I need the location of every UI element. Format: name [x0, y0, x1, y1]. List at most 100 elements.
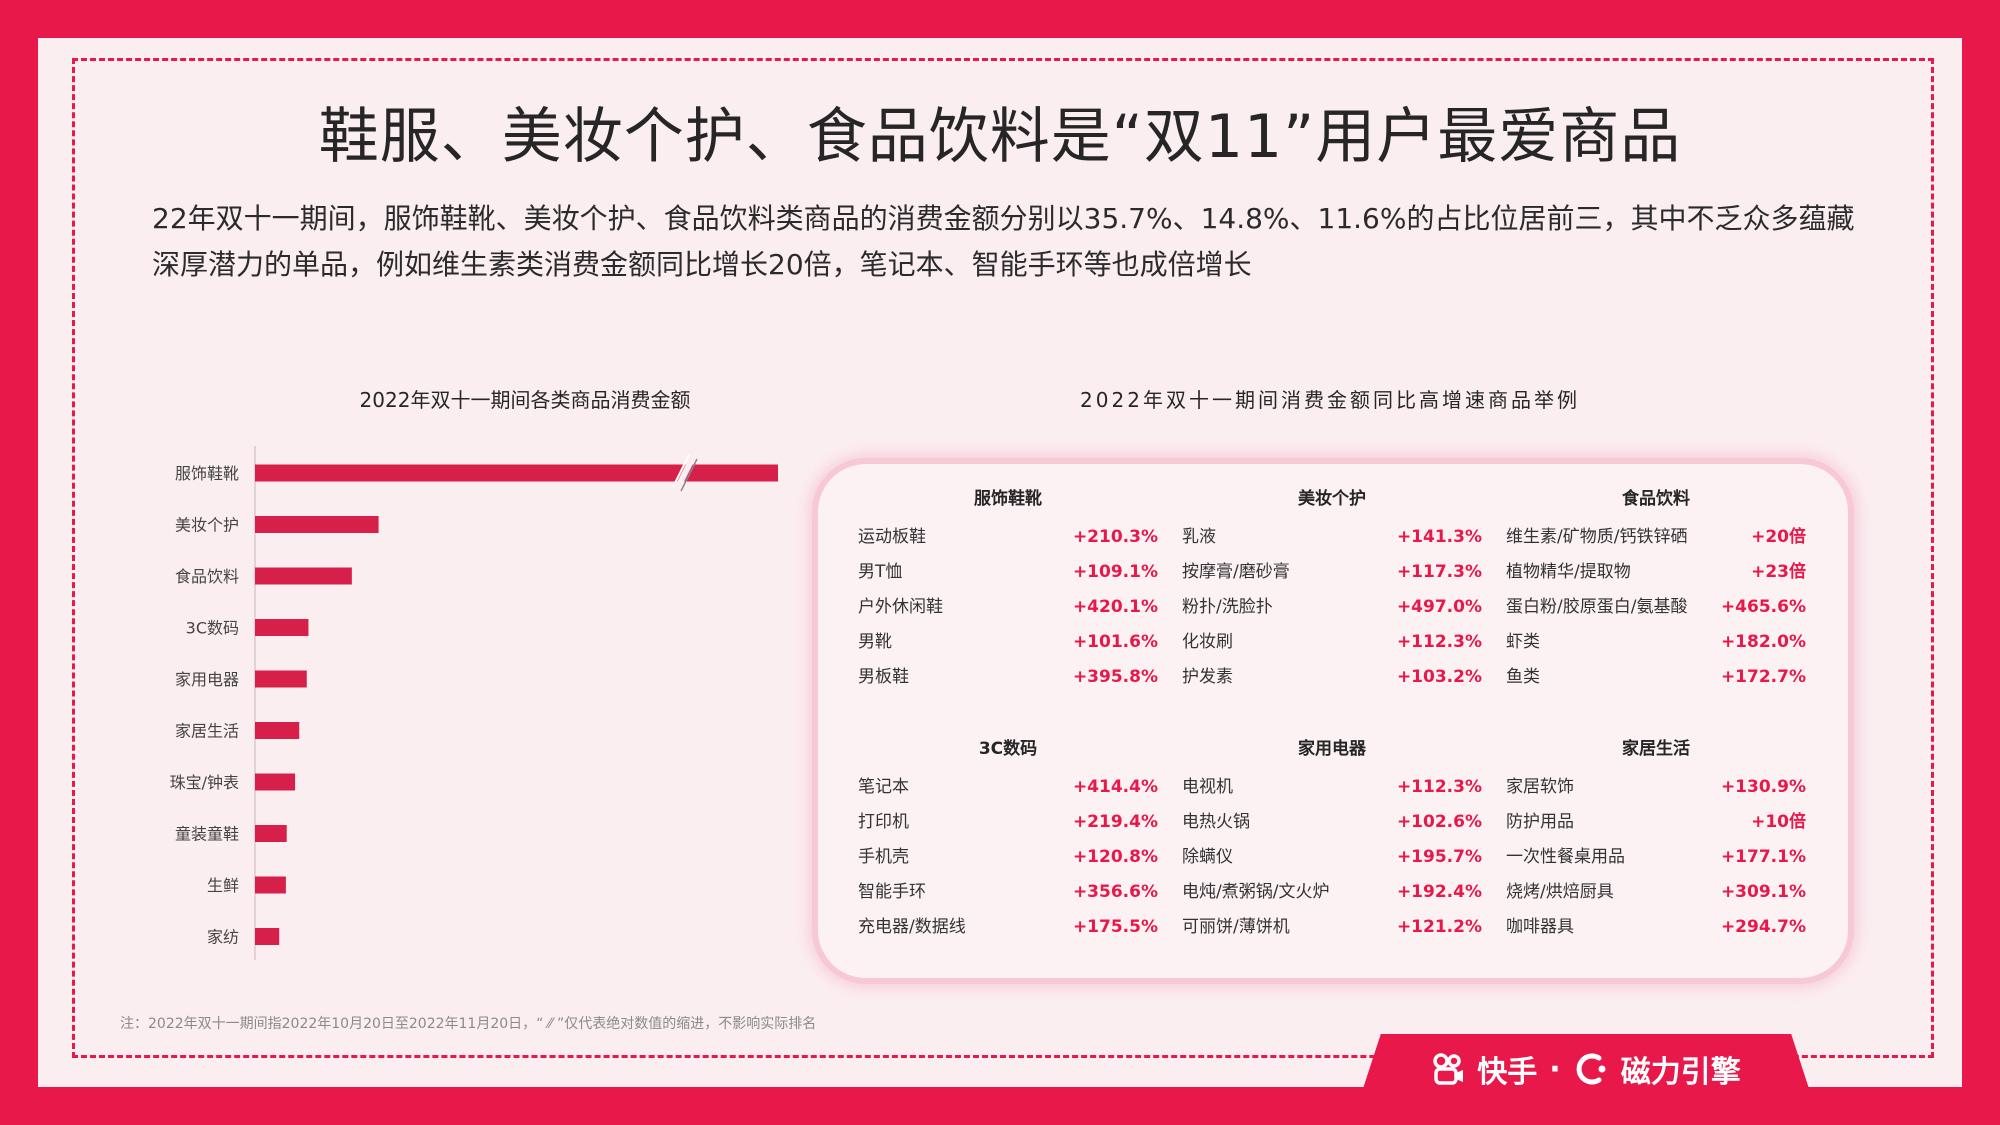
- item-growth-value: +177.1%: [1720, 847, 1806, 867]
- item-name: 维生素/矿物质/钙铁锌硒: [1506, 527, 1688, 547]
- item-growth-value: +130.9%: [1720, 777, 1806, 797]
- item-growth-value: +10倍: [1751, 812, 1806, 832]
- growth-row: 咖啡器具 +294.7%: [1506, 910, 1806, 945]
- growth-row: 男靴 +101.6%: [858, 625, 1158, 660]
- growth-row: 男板鞋 +395.8%: [858, 660, 1158, 695]
- item-growth-value: +182.0%: [1720, 632, 1806, 652]
- growth-row: 维生素/矿物质/钙铁锌硒 +20倍: [1506, 520, 1806, 555]
- growth-group: 食品饮料 维生素/矿物质/钙铁锌硒 +20倍 植物精华/提取物 +23倍 蛋白粉/胶原蛋白…: [1506, 484, 1806, 695]
- category-label: 家纺: [207, 928, 239, 947]
- item-name: 咖啡器具: [1506, 917, 1574, 937]
- bar: [255, 516, 379, 533]
- item-growth-value: +141.3%: [1396, 527, 1482, 547]
- item-name: 充电器/数据线: [858, 917, 966, 937]
- item-name: 蛋白粉/胶原蛋白/氨基酸: [1506, 597, 1688, 617]
- footnote: 注：2022年双十一期间指2022年10月20日至2022年11月20日，“ ⁄…: [120, 1016, 817, 1032]
- growth-row: 化妆刷 +112.3%: [1182, 625, 1482, 660]
- item-name: 一次性餐桌用品: [1506, 847, 1625, 867]
- category-label: 家用电器: [175, 670, 239, 689]
- item-name: 防护用品: [1506, 812, 1574, 832]
- item-name: 植物精华/提取物: [1506, 562, 1631, 582]
- category-label: 家居生活: [175, 722, 239, 741]
- item-growth-value: +103.2%: [1396, 667, 1482, 687]
- kuaishou-logo-icon: [1433, 1053, 1464, 1085]
- intro-paragraph: 22年双十一期间，服饰鞋靴、美妆个护、食品饮料类商品的消费金额分别以35.7%、…: [152, 202, 1855, 281]
- growth-group: 家用电器 电视机 +112.3% 电热火锅 +102.6% 除螨仪 +195.7% 电炖/煮粥…: [1182, 734, 1482, 945]
- growth-row: 虾类 +182.0%: [1506, 625, 1806, 660]
- item-growth-value: +117.3%: [1396, 562, 1482, 582]
- growth-row: 防护用品 +10倍: [1506, 805, 1806, 840]
- item-growth-value: +195.7%: [1396, 847, 1482, 867]
- item-name: 男靴: [858, 632, 892, 652]
- item-growth-value: +112.3%: [1396, 777, 1482, 797]
- item-growth-value: +219.4%: [1072, 812, 1158, 832]
- bar: [255, 773, 296, 791]
- growth-group-title: 3C数码: [978, 739, 1038, 759]
- brand-kuaishou: 快手: [1477, 1055, 1538, 1090]
- item-name: 电热火锅: [1182, 812, 1250, 832]
- axis-break-mark: [672, 454, 698, 492]
- growth-row: 笔记本 +414.4%: [858, 770, 1158, 805]
- growth-row: 按摩膏/磨砂膏 +117.3%: [1182, 555, 1482, 590]
- growth-row: 男T恤 +109.1%: [858, 555, 1158, 590]
- item-name: 智能手环: [858, 882, 926, 902]
- item-growth-value: +192.4%: [1396, 882, 1482, 902]
- growth-row: 手机壳 +120.8%: [858, 840, 1158, 875]
- category-label: 生鲜: [207, 876, 239, 895]
- growth-group: 服饰鞋靴 运动板鞋 +210.3% 男T恤 +109.1% 户外休闲鞋 +420.1% 男靴 +…: [858, 484, 1158, 695]
- growth-row: 植物精华/提取物 +23倍: [1506, 555, 1806, 590]
- growth-row: 电视机 +112.3%: [1182, 770, 1482, 805]
- page-title: 鞋服、美妆个护、食品饮料是“双11”用户最爱商品: [318, 102, 1682, 172]
- item-name: 虾类: [1506, 632, 1540, 652]
- bar: [255, 464, 778, 482]
- growth-row: 打印机 +219.4%: [858, 805, 1158, 840]
- item-name: 电视机: [1182, 777, 1233, 797]
- growth-row: 可丽饼/薄饼机 +121.2%: [1182, 910, 1482, 945]
- item-growth-value: +172.7%: [1720, 667, 1806, 687]
- category-label: 3C数码: [186, 619, 239, 638]
- item-growth-value: +101.6%: [1072, 632, 1158, 652]
- bar: [255, 567, 352, 585]
- growth-row: 充电器/数据线 +175.5%: [858, 910, 1158, 945]
- category-label: 美妆个护: [175, 516, 239, 535]
- growth-row: 电热火锅 +102.6%: [1182, 805, 1482, 840]
- growth-group-title: 家居生活: [1622, 739, 1690, 759]
- item-name: 运动板鞋: [858, 527, 926, 547]
- growth-table-title: 2022年双十一期间消费金额同比高增速商品举例: [1080, 388, 1580, 412]
- item-name: 可丽饼/薄饼机: [1182, 917, 1290, 937]
- item-growth-value: +210.3%: [1072, 527, 1158, 547]
- growth-group: 家居生活 家居软饰 +130.9% 防护用品 +10倍 一次性餐桌用品 +177.1% 烧烤/…: [1506, 734, 1806, 945]
- growth-group: 3C数码笔记本 +414.4% 打印机 +219.4% 手机壳 +120.8% 智能手环 +3…: [858, 734, 1158, 945]
- item-name: 笔记本: [858, 777, 909, 797]
- item-growth-value: +23倍: [1751, 562, 1806, 582]
- item-name: 除螨仪: [1182, 847, 1233, 867]
- growth-row: 一次性餐桌用品 +177.1%: [1506, 840, 1806, 875]
- item-growth-value: +414.4%: [1072, 777, 1158, 797]
- growth-row: 乳液 +141.3%: [1182, 520, 1482, 555]
- growth-row: 运动板鞋 +210.3%: [858, 520, 1158, 555]
- item-growth-value: +102.6%: [1396, 812, 1482, 832]
- item-growth-value: +121.2%: [1396, 917, 1482, 937]
- growth-row: 智能手环 +356.6%: [858, 875, 1158, 910]
- category-label: 珠宝/钟表: [170, 773, 239, 792]
- item-name: 手机壳: [858, 847, 909, 867]
- item-name: 按摩膏/磨砂膏: [1182, 562, 1290, 582]
- item-name: 粉扑/洗脸扑: [1182, 597, 1273, 617]
- item-name: 家居软饰: [1506, 777, 1574, 797]
- growth-row: 家居软饰 +130.9%: [1506, 770, 1806, 805]
- item-name: 鱼类: [1506, 667, 1540, 687]
- growth-row: 户外休闲鞋 +420.1%: [858, 590, 1158, 625]
- item-growth-value: +20倍: [1751, 527, 1806, 547]
- item-growth-value: +175.5%: [1072, 917, 1158, 937]
- growth-row: 除螨仪 +195.7%: [1182, 840, 1482, 875]
- growth-row: 电炖/煮粥锅/文火炉 +192.4%: [1182, 875, 1482, 910]
- item-name: 护发素: [1182, 667, 1233, 687]
- item-name: 化妆刷: [1182, 632, 1233, 652]
- growth-row: 鱼类 +172.7%: [1506, 660, 1806, 695]
- item-growth-value: +309.1%: [1720, 882, 1806, 902]
- bar: [255, 825, 287, 842]
- item-growth-value: +497.0%: [1396, 597, 1482, 617]
- item-growth-value: +120.8%: [1072, 847, 1158, 867]
- item-growth-value: +356.6%: [1072, 882, 1158, 902]
